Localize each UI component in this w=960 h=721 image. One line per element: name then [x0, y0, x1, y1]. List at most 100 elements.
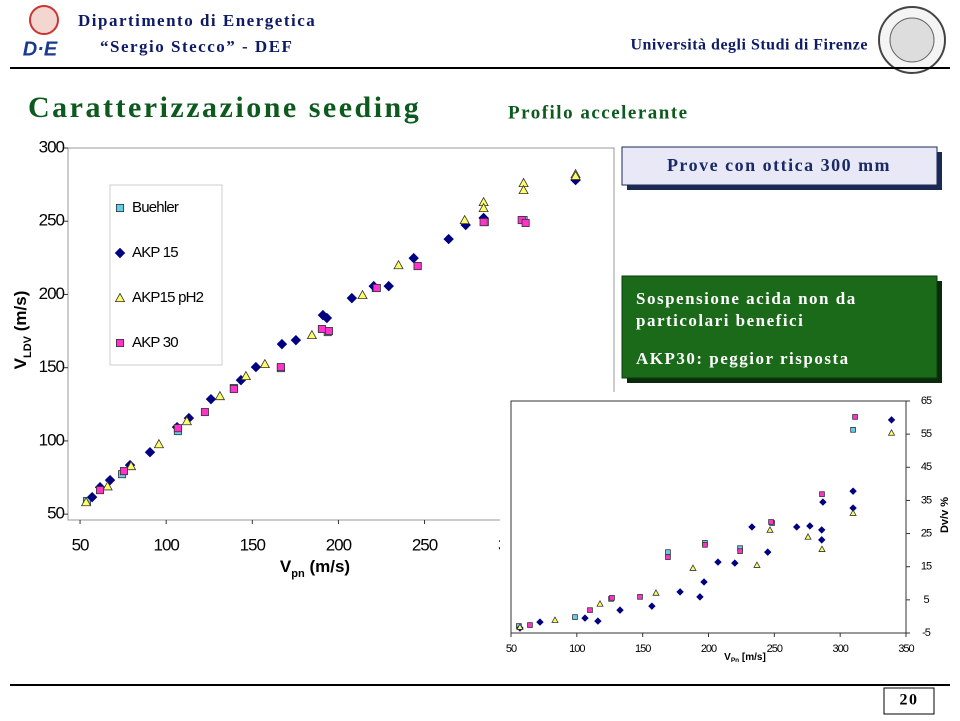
point [181, 415, 193, 426]
point [714, 558, 722, 566]
point [96, 486, 105, 495]
point [276, 363, 285, 372]
y-axis-label-part: LDV [22, 335, 34, 358]
point [806, 522, 814, 530]
x-tick-label: 250 [412, 535, 438, 554]
point [459, 214, 470, 225]
point [518, 184, 529, 195]
point [276, 338, 288, 350]
point [290, 334, 302, 346]
x-tick-label: 250 [767, 643, 783, 655]
point [689, 564, 697, 571]
slide-title: Caratterizzazione seeding [28, 91, 421, 124]
department: Dipartimento di Energetica [78, 11, 316, 30]
y-axis-label-part: (m/s) [11, 291, 30, 336]
legend-box [109, 184, 223, 366]
point [887, 416, 896, 424]
point [536, 618, 544, 626]
x-axis-label: Vpn (m/s) [280, 557, 350, 579]
x-axis-label-part: Pn [731, 657, 739, 664]
point [259, 358, 271, 369]
page-number: 20 [900, 692, 919, 709]
y-axis-label-part: V [11, 357, 30, 369]
logo-text: D·E [23, 38, 58, 60]
point [753, 561, 761, 568]
y-tick-label: 100 [39, 430, 65, 449]
point [551, 616, 559, 623]
y-axis-label: VLDV (m/s) [11, 291, 33, 370]
point [852, 414, 858, 420]
point [818, 545, 826, 552]
point [357, 289, 368, 300]
point [570, 170, 581, 180]
legend-label: AKP 15 [132, 244, 178, 261]
point [849, 509, 857, 516]
point [616, 606, 624, 614]
x-tick-label: 300 [832, 643, 848, 655]
x-axis-label-part: [m/s] [739, 652, 766, 663]
point [818, 526, 826, 534]
point [596, 600, 604, 607]
point [119, 467, 128, 476]
point [819, 498, 827, 506]
point [214, 390, 226, 401]
x-axis-label-part: pn [291, 568, 305, 580]
x-tick-label: 350 [898, 643, 914, 655]
point [317, 325, 326, 334]
y-tick-label: 250 [39, 211, 65, 230]
point [587, 607, 593, 613]
note-text: Prove con ottica 300 mm [667, 155, 891, 175]
point [594, 617, 602, 625]
x-axis-label-part: V [724, 652, 731, 663]
legend-marker [114, 292, 126, 302]
logo-emblem [29, 5, 59, 35]
point [102, 480, 113, 491]
point [764, 548, 772, 556]
point [200, 408, 209, 417]
point [153, 438, 165, 449]
point [144, 446, 156, 458]
point [443, 233, 454, 245]
y-tick-label: -5 [922, 627, 931, 639]
y-axis-label: Dv/v % [939, 497, 951, 533]
point [321, 312, 333, 324]
slide-subtitle: Profilo accelerante [508, 102, 689, 123]
comment-line: Sospensione acida non da [636, 289, 857, 308]
x-tick-label: 200 [701, 643, 717, 655]
x-tick-label: 150 [240, 535, 266, 554]
y-tick-label: 25 [921, 527, 932, 539]
point [850, 427, 856, 433]
point [818, 536, 826, 544]
point [700, 578, 708, 586]
y-tick-label: 50 [47, 504, 64, 523]
point [768, 519, 774, 525]
y-tick-label: 55 [921, 428, 932, 440]
university: Università degli Studi di Firenze [630, 37, 868, 54]
legend-marker [116, 203, 125, 212]
y-tick-label: 150 [39, 357, 65, 376]
comment-line: particolari benefici [636, 311, 804, 330]
point [572, 614, 578, 620]
point [804, 533, 812, 540]
point [737, 548, 743, 554]
point [173, 424, 182, 433]
point [104, 474, 116, 486]
point [527, 622, 533, 628]
point [205, 393, 217, 405]
point [125, 460, 137, 471]
point [478, 202, 489, 213]
y-tick-label: 65 [921, 395, 932, 407]
point [250, 361, 262, 373]
point [702, 542, 708, 548]
comment-line: AKP30: peggior risposta [636, 349, 850, 368]
x-tick-label: 100 [569, 643, 585, 655]
inset-chart: -5 5 15 25 35 45 55 65 50 100 150 200 250 300 350 VPn [… [506, 395, 951, 664]
left-logo: D·E [23, 5, 59, 60]
x-tick-label: 200 [326, 535, 352, 554]
point [696, 593, 704, 601]
point [80, 496, 92, 507]
point [609, 595, 615, 601]
x-tick-label: 50 [506, 643, 517, 655]
point [652, 589, 660, 596]
